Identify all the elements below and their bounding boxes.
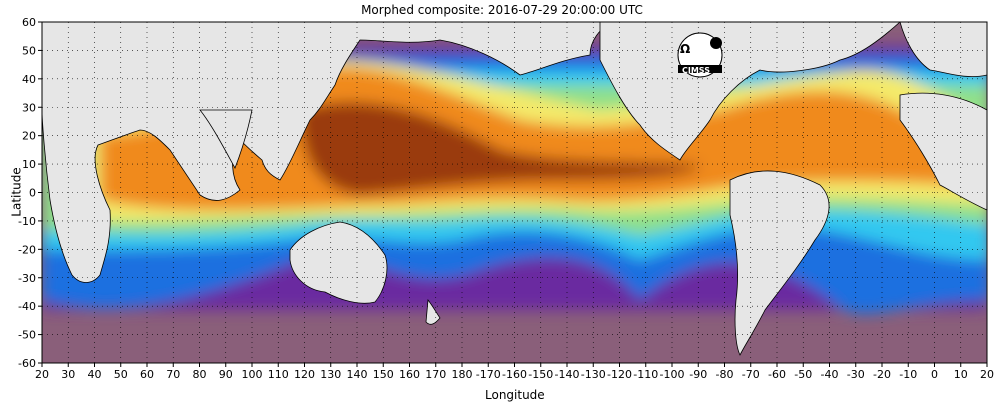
x-tick-label: 90 bbox=[219, 368, 233, 381]
x-tick-label: -30 bbox=[847, 368, 865, 381]
x-tick-label: -100 bbox=[660, 368, 685, 381]
y-tick-label: 30 bbox=[22, 101, 36, 114]
x-tick-label: -160 bbox=[502, 368, 527, 381]
x-tick-label: 50 bbox=[114, 368, 128, 381]
land-greenland-europe bbox=[899, 22, 987, 78]
x-tick-label: 70 bbox=[166, 368, 180, 381]
x-tick-label: -120 bbox=[607, 368, 632, 381]
land-south-america bbox=[729, 170, 830, 356]
x-tick-label: -90 bbox=[689, 368, 707, 381]
land-west-africa bbox=[899, 92, 987, 211]
x-tick-label: 170 bbox=[425, 368, 446, 381]
x-tick-label: 20 bbox=[980, 368, 994, 381]
x-tick-label: -80 bbox=[716, 368, 734, 381]
x-tick-label: 150 bbox=[373, 368, 394, 381]
x-axis-label: Longitude bbox=[485, 388, 545, 402]
x-tick-label: 120 bbox=[294, 368, 315, 381]
y-tick-label: -30 bbox=[18, 272, 36, 285]
land-eurasia-africa bbox=[42, 22, 611, 283]
x-tick-label: -110 bbox=[633, 368, 658, 381]
y-tick-label: -50 bbox=[18, 329, 36, 342]
x-ticks: 20 30 40 50 60 70 80 90 100 110 120 130 140 150 160 170… bbox=[35, 363, 994, 381]
x-tick-label: 20 bbox=[35, 368, 49, 381]
x-tick-label: -140 bbox=[555, 368, 580, 381]
x-tick-label: -40 bbox=[821, 368, 839, 381]
brown-itcz-band bbox=[300, 102, 700, 195]
y-tick-label: -10 bbox=[18, 215, 36, 228]
land-india bbox=[199, 109, 253, 169]
x-tick-label: 80 bbox=[193, 368, 207, 381]
x-tick-label: 10 bbox=[954, 368, 968, 381]
x-tick-label: -130 bbox=[581, 368, 606, 381]
y-axis-label: Latitude bbox=[9, 167, 24, 217]
x-tick-label: -150 bbox=[528, 368, 553, 381]
x-tick-label: 0 bbox=[931, 368, 938, 381]
y-tick-label: 20 bbox=[22, 130, 36, 143]
y-tick-label: -20 bbox=[18, 243, 36, 256]
x-tick-label: -60 bbox=[768, 368, 786, 381]
x-tick-label: -10 bbox=[899, 368, 917, 381]
y-tick-label: 40 bbox=[22, 73, 36, 86]
x-tick-label: 160 bbox=[399, 368, 420, 381]
x-tick-label: 110 bbox=[268, 368, 289, 381]
y-tick-label: 50 bbox=[22, 44, 36, 57]
x-tick-label: 140 bbox=[347, 368, 368, 381]
x-tick-label: 180 bbox=[452, 368, 473, 381]
y-ticks: 60 50 40 30 20 10 0 -10 -20 -30 -40 -50 -60 bbox=[18, 16, 42, 370]
map-title: Morphed composite: 2016-07-29 20:00:00 U… bbox=[361, 3, 643, 17]
land-new-zealand bbox=[425, 298, 441, 325]
land-north-america bbox=[599, 22, 901, 161]
cimss-logo: Ω CIMSS bbox=[677, 32, 723, 78]
y-tick-label: 10 bbox=[22, 158, 36, 171]
x-tick-label: -20 bbox=[873, 368, 891, 381]
x-tick-label: -70 bbox=[742, 368, 760, 381]
x-tick-label: 130 bbox=[320, 368, 341, 381]
x-tick-label: -170 bbox=[476, 368, 501, 381]
svg-text:CIMSS: CIMSS bbox=[682, 66, 710, 75]
y-tick-label: -40 bbox=[18, 300, 36, 313]
x-tick-label: 30 bbox=[61, 368, 75, 381]
land-australia bbox=[289, 221, 388, 304]
svg-text:Ω: Ω bbox=[680, 42, 690, 56]
y-tick-label: -60 bbox=[18, 357, 36, 370]
x-tick-label: 100 bbox=[242, 368, 263, 381]
x-tick-label: -50 bbox=[794, 368, 812, 381]
x-tick-label: 40 bbox=[88, 368, 102, 381]
y-tick-label: 0 bbox=[29, 187, 36, 200]
lat-lon-gridlines bbox=[42, 22, 987, 363]
land-masses bbox=[42, 22, 987, 356]
y-tick-label: 60 bbox=[22, 16, 36, 29]
x-tick-label: 60 bbox=[140, 368, 154, 381]
